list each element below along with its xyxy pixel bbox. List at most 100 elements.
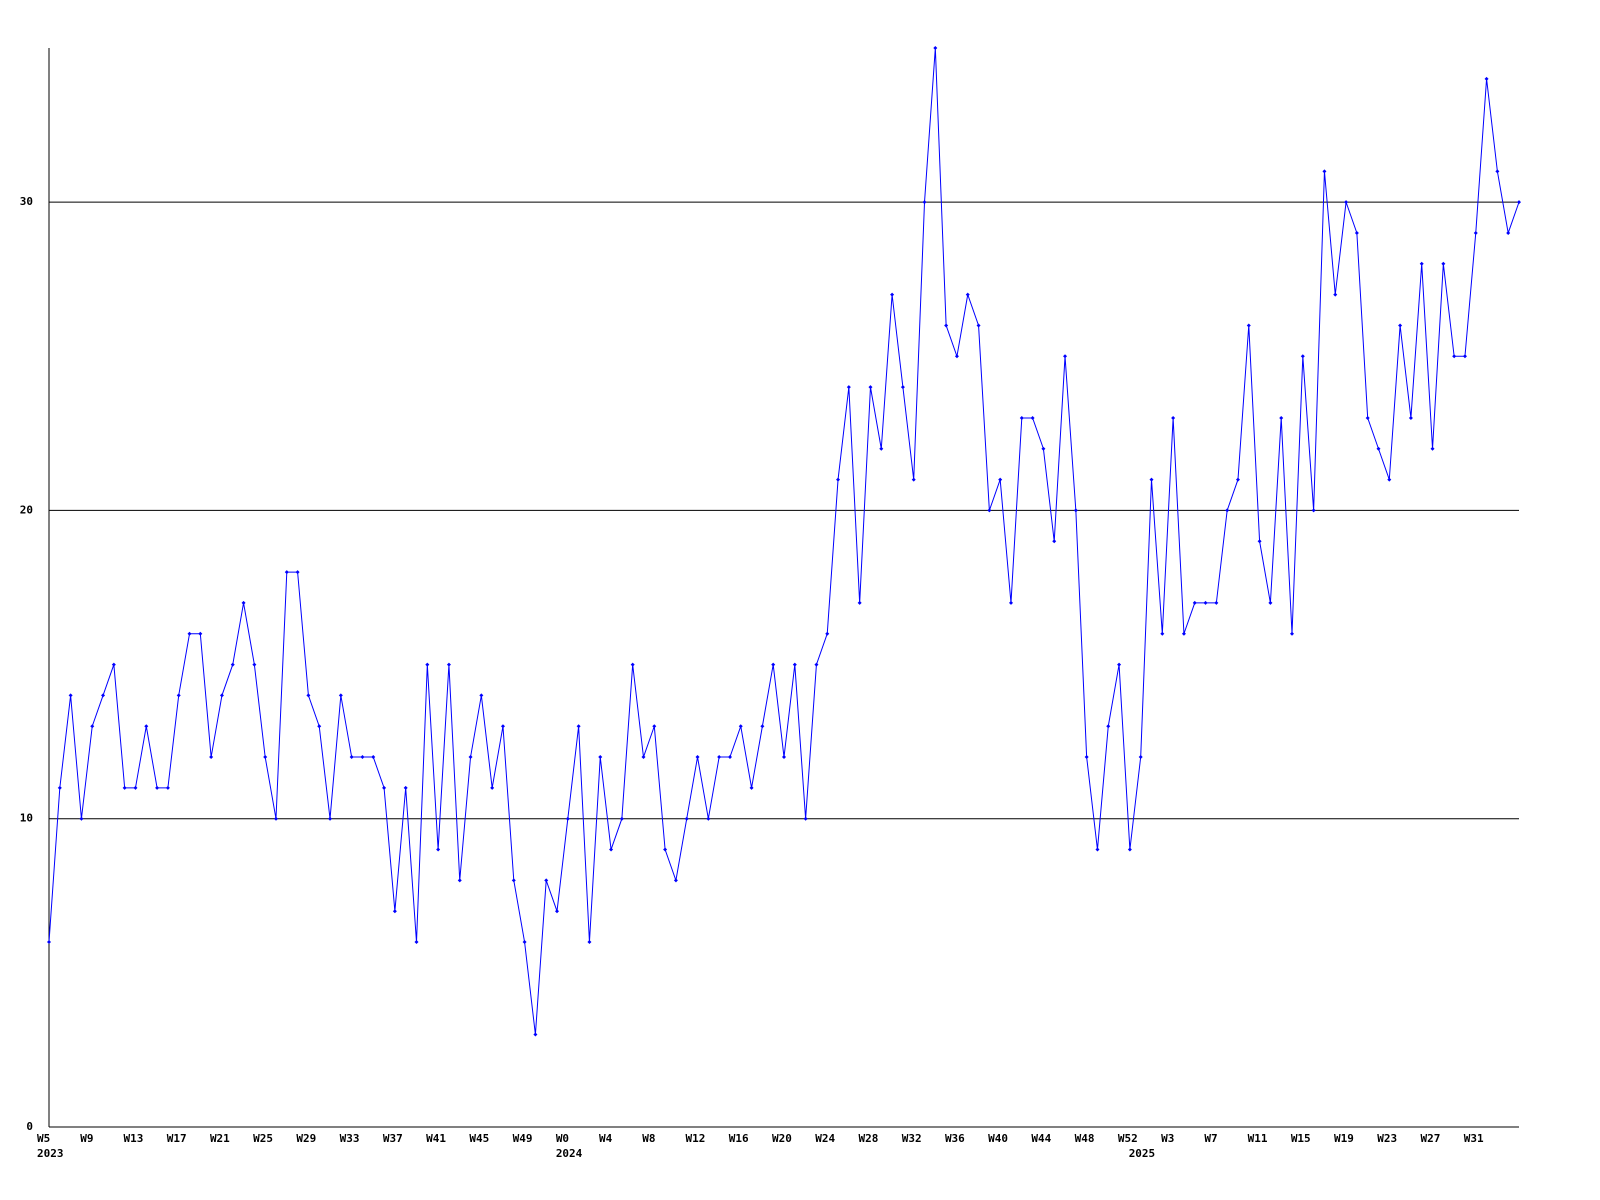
point <box>1008 600 1013 605</box>
x-tick-label: W9 <box>80 1132 93 1145</box>
point <box>317 724 322 729</box>
point <box>684 816 689 821</box>
x-tick-label: W40 <box>988 1132 1008 1145</box>
point <box>695 755 700 760</box>
point <box>1311 508 1316 513</box>
point <box>436 847 441 852</box>
x-tick-label: W8 <box>642 1132 655 1145</box>
point <box>1171 415 1176 420</box>
point <box>1052 539 1057 544</box>
point <box>1203 600 1208 605</box>
point <box>1344 200 1349 205</box>
point <box>1138 755 1143 760</box>
point <box>252 662 257 667</box>
x-tick-label: W45 <box>469 1132 489 1145</box>
y-tick-label: 0 <box>26 1120 33 1133</box>
point <box>673 878 678 883</box>
point <box>663 847 668 852</box>
point <box>1333 292 1338 297</box>
point <box>727 755 732 760</box>
point <box>1073 508 1078 513</box>
point <box>144 724 149 729</box>
y-tick-label: 20 <box>20 503 33 516</box>
point <box>1430 446 1435 451</box>
x-tick-label: W37 <box>383 1132 403 1145</box>
point <box>1041 446 1046 451</box>
line <box>48 47 1520 1035</box>
point <box>738 724 743 729</box>
point <box>544 878 549 883</box>
year-label: 2023 <box>37 1147 64 1160</box>
point <box>782 755 786 760</box>
point <box>1095 847 1100 852</box>
point <box>338 693 343 698</box>
point <box>1279 415 1284 420</box>
point <box>1376 446 1381 451</box>
point <box>1192 600 1197 605</box>
x-tick-label: W23 <box>1377 1132 1397 1145</box>
point <box>90 724 95 729</box>
x-tick-label: W24 <box>815 1132 835 1145</box>
point <box>79 816 84 821</box>
point <box>468 755 473 760</box>
point <box>1030 415 1035 420</box>
point <box>219 693 224 698</box>
point <box>1160 631 1165 636</box>
x-tick-label: W13 <box>123 1132 143 1145</box>
point <box>425 662 430 667</box>
point <box>230 662 235 667</box>
x-tick-label: W44 <box>1031 1132 1051 1145</box>
x-tick-label: W0 <box>556 1132 569 1145</box>
point <box>133 785 138 790</box>
point <box>598 755 603 760</box>
point <box>209 755 214 760</box>
point <box>630 662 635 667</box>
x-tick-label: W7 <box>1204 1132 1217 1145</box>
point <box>1290 631 1295 636</box>
x-tick-label: W3 <box>1161 1132 1174 1145</box>
point <box>825 631 830 636</box>
point <box>792 662 797 667</box>
point <box>328 816 333 821</box>
point <box>706 816 711 821</box>
point <box>47 940 51 945</box>
point <box>479 693 484 698</box>
point <box>403 785 408 790</box>
point <box>760 724 765 729</box>
x-tick-label: W41 <box>426 1132 446 1145</box>
point <box>619 816 624 821</box>
point <box>414 940 419 945</box>
point <box>609 847 614 852</box>
x-tick-label: W52 <box>1118 1132 1138 1145</box>
point <box>565 816 570 821</box>
point <box>900 385 905 390</box>
point <box>911 477 916 482</box>
point <box>1106 724 1111 729</box>
point <box>533 1032 538 1037</box>
point <box>1441 261 1446 266</box>
point <box>1019 415 1024 420</box>
point <box>1473 230 1478 235</box>
y-tick-label: 30 <box>20 195 33 208</box>
point <box>165 785 170 790</box>
point <box>122 785 127 790</box>
point <box>890 292 895 297</box>
x-tick-label: W11 <box>1248 1132 1268 1145</box>
point <box>490 785 495 790</box>
x-tick-label: W15 <box>1291 1132 1311 1145</box>
point <box>1398 323 1403 328</box>
x-tick-label: W5 <box>37 1132 50 1145</box>
point <box>500 724 505 729</box>
point <box>1117 662 1122 667</box>
point <box>57 785 62 790</box>
point <box>1181 631 1186 636</box>
point <box>284 570 289 575</box>
x-tick-label: W19 <box>1334 1132 1354 1145</box>
point <box>111 662 116 667</box>
point <box>511 878 516 883</box>
x-tick-label: W32 <box>902 1132 922 1145</box>
point <box>933 46 938 50</box>
point <box>771 662 776 667</box>
